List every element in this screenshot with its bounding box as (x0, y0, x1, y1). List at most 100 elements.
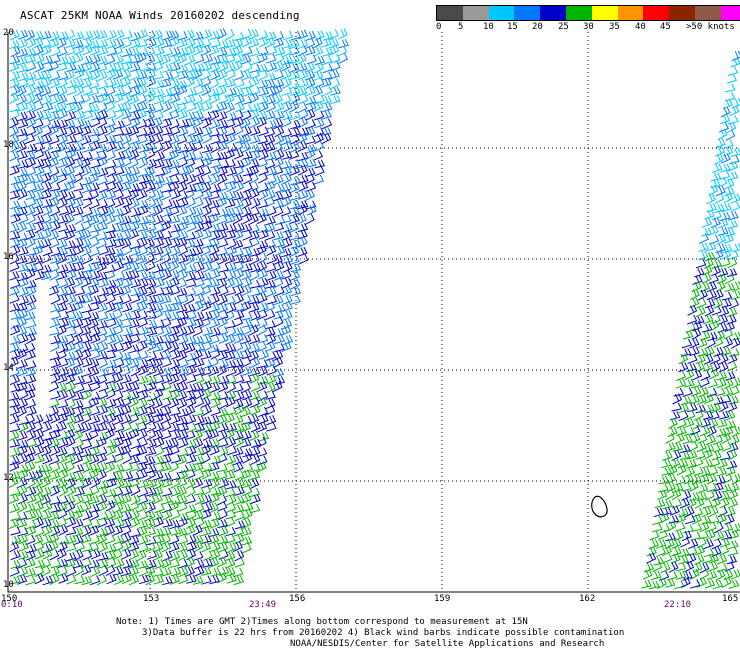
wind-barb (194, 271, 205, 281)
wind-barb (242, 239, 254, 249)
wind-barb (169, 214, 181, 224)
wind-barb (49, 110, 60, 122)
wind-barb (66, 294, 77, 305)
wind-barb (722, 472, 733, 485)
wind-barb (702, 410, 714, 420)
wind-barb (289, 39, 300, 50)
wind-barb (296, 86, 308, 97)
wind-barb (17, 206, 28, 217)
wind-barb (65, 229, 76, 241)
wind-barb (241, 285, 252, 296)
wind-barb (10, 550, 21, 561)
wind-barb (720, 163, 731, 173)
wind-barb (50, 366, 61, 377)
wind-barb (193, 246, 204, 257)
wind-barb (34, 492, 45, 505)
wind-barb (17, 188, 28, 200)
wind-barb (709, 410, 720, 420)
wind-barb (314, 132, 324, 145)
wind-barb (34, 53, 45, 64)
wind-barb (257, 309, 268, 321)
wind-barb (257, 268, 268, 280)
wind-barb (106, 46, 118, 57)
wind-barb (280, 214, 292, 224)
wind-barb (273, 368, 285, 378)
wind-barb (702, 499, 713, 509)
wind-barb (258, 36, 269, 48)
wind-barb (689, 492, 700, 502)
wind-barb (233, 526, 244, 537)
wind-barb (296, 213, 307, 225)
wind-barb (153, 374, 165, 385)
wind-barb (9, 342, 20, 353)
wind-barb (224, 28, 235, 41)
wind-barb (242, 151, 253, 160)
wind-barb (81, 119, 92, 130)
wind-barb (138, 157, 149, 169)
wind-barb (66, 574, 77, 585)
wind-barb (282, 173, 292, 185)
wind-barb (177, 416, 188, 426)
wind-barb (265, 301, 276, 313)
wind-barb (258, 189, 269, 201)
wind-barb (202, 156, 212, 168)
wind-barb (169, 373, 180, 385)
wind-barb (106, 388, 116, 400)
wind-barb (249, 223, 260, 234)
wind-barb (719, 211, 731, 222)
wind-barb (146, 559, 157, 570)
wind-barb (153, 88, 165, 98)
wind-barb (161, 462, 172, 472)
wind-barb (162, 30, 174, 41)
wind-barb (17, 173, 28, 184)
wind-barb (97, 190, 108, 202)
wind-barb (162, 269, 172, 281)
wind-barb (10, 324, 21, 336)
wind-barb (233, 350, 244, 360)
wind-barb (274, 216, 286, 226)
wind-barb (161, 367, 172, 377)
wind-barb (282, 277, 293, 289)
wind-barb (170, 125, 181, 136)
wind-barb (89, 503, 100, 514)
wind-barb (146, 319, 158, 329)
wind-barb (274, 260, 285, 272)
wind-barb (692, 507, 704, 518)
wind-barb (98, 245, 110, 256)
wind-barb (57, 324, 67, 337)
wind-barb (727, 115, 739, 125)
wind-barb (250, 310, 261, 321)
wind-barb (703, 539, 714, 550)
wind-barb (282, 261, 293, 273)
wind-barb (210, 38, 222, 48)
wind-barb (177, 543, 188, 553)
wind-barb (106, 334, 117, 345)
wind-barb (89, 236, 100, 249)
wind-barb (49, 438, 60, 449)
wind-barb (719, 170, 731, 180)
wind-barb (233, 124, 244, 136)
wind-barb (26, 285, 37, 297)
wind-barb (145, 260, 156, 272)
wind-barb (217, 278, 228, 289)
wind-barb (169, 559, 181, 568)
wind-barb (667, 464, 678, 476)
wind-barb (18, 101, 29, 112)
wind-barb (258, 95, 269, 105)
wind-barb (98, 256, 110, 266)
wind-barb (65, 240, 77, 250)
wind-barb (233, 254, 245, 264)
wind-barb (329, 29, 339, 41)
wind-barb (41, 117, 52, 129)
wind-barb (137, 199, 149, 209)
wind-barb (74, 230, 86, 240)
wind-barb (41, 134, 53, 145)
wind-barb (258, 349, 270, 360)
wind-barb (114, 197, 125, 209)
wind-barb (97, 511, 109, 521)
wind-barb (671, 402, 683, 412)
wind-barb (210, 397, 221, 409)
wind-barb (679, 498, 690, 509)
wind-barb (90, 116, 101, 128)
wind-barb (16, 518, 28, 528)
